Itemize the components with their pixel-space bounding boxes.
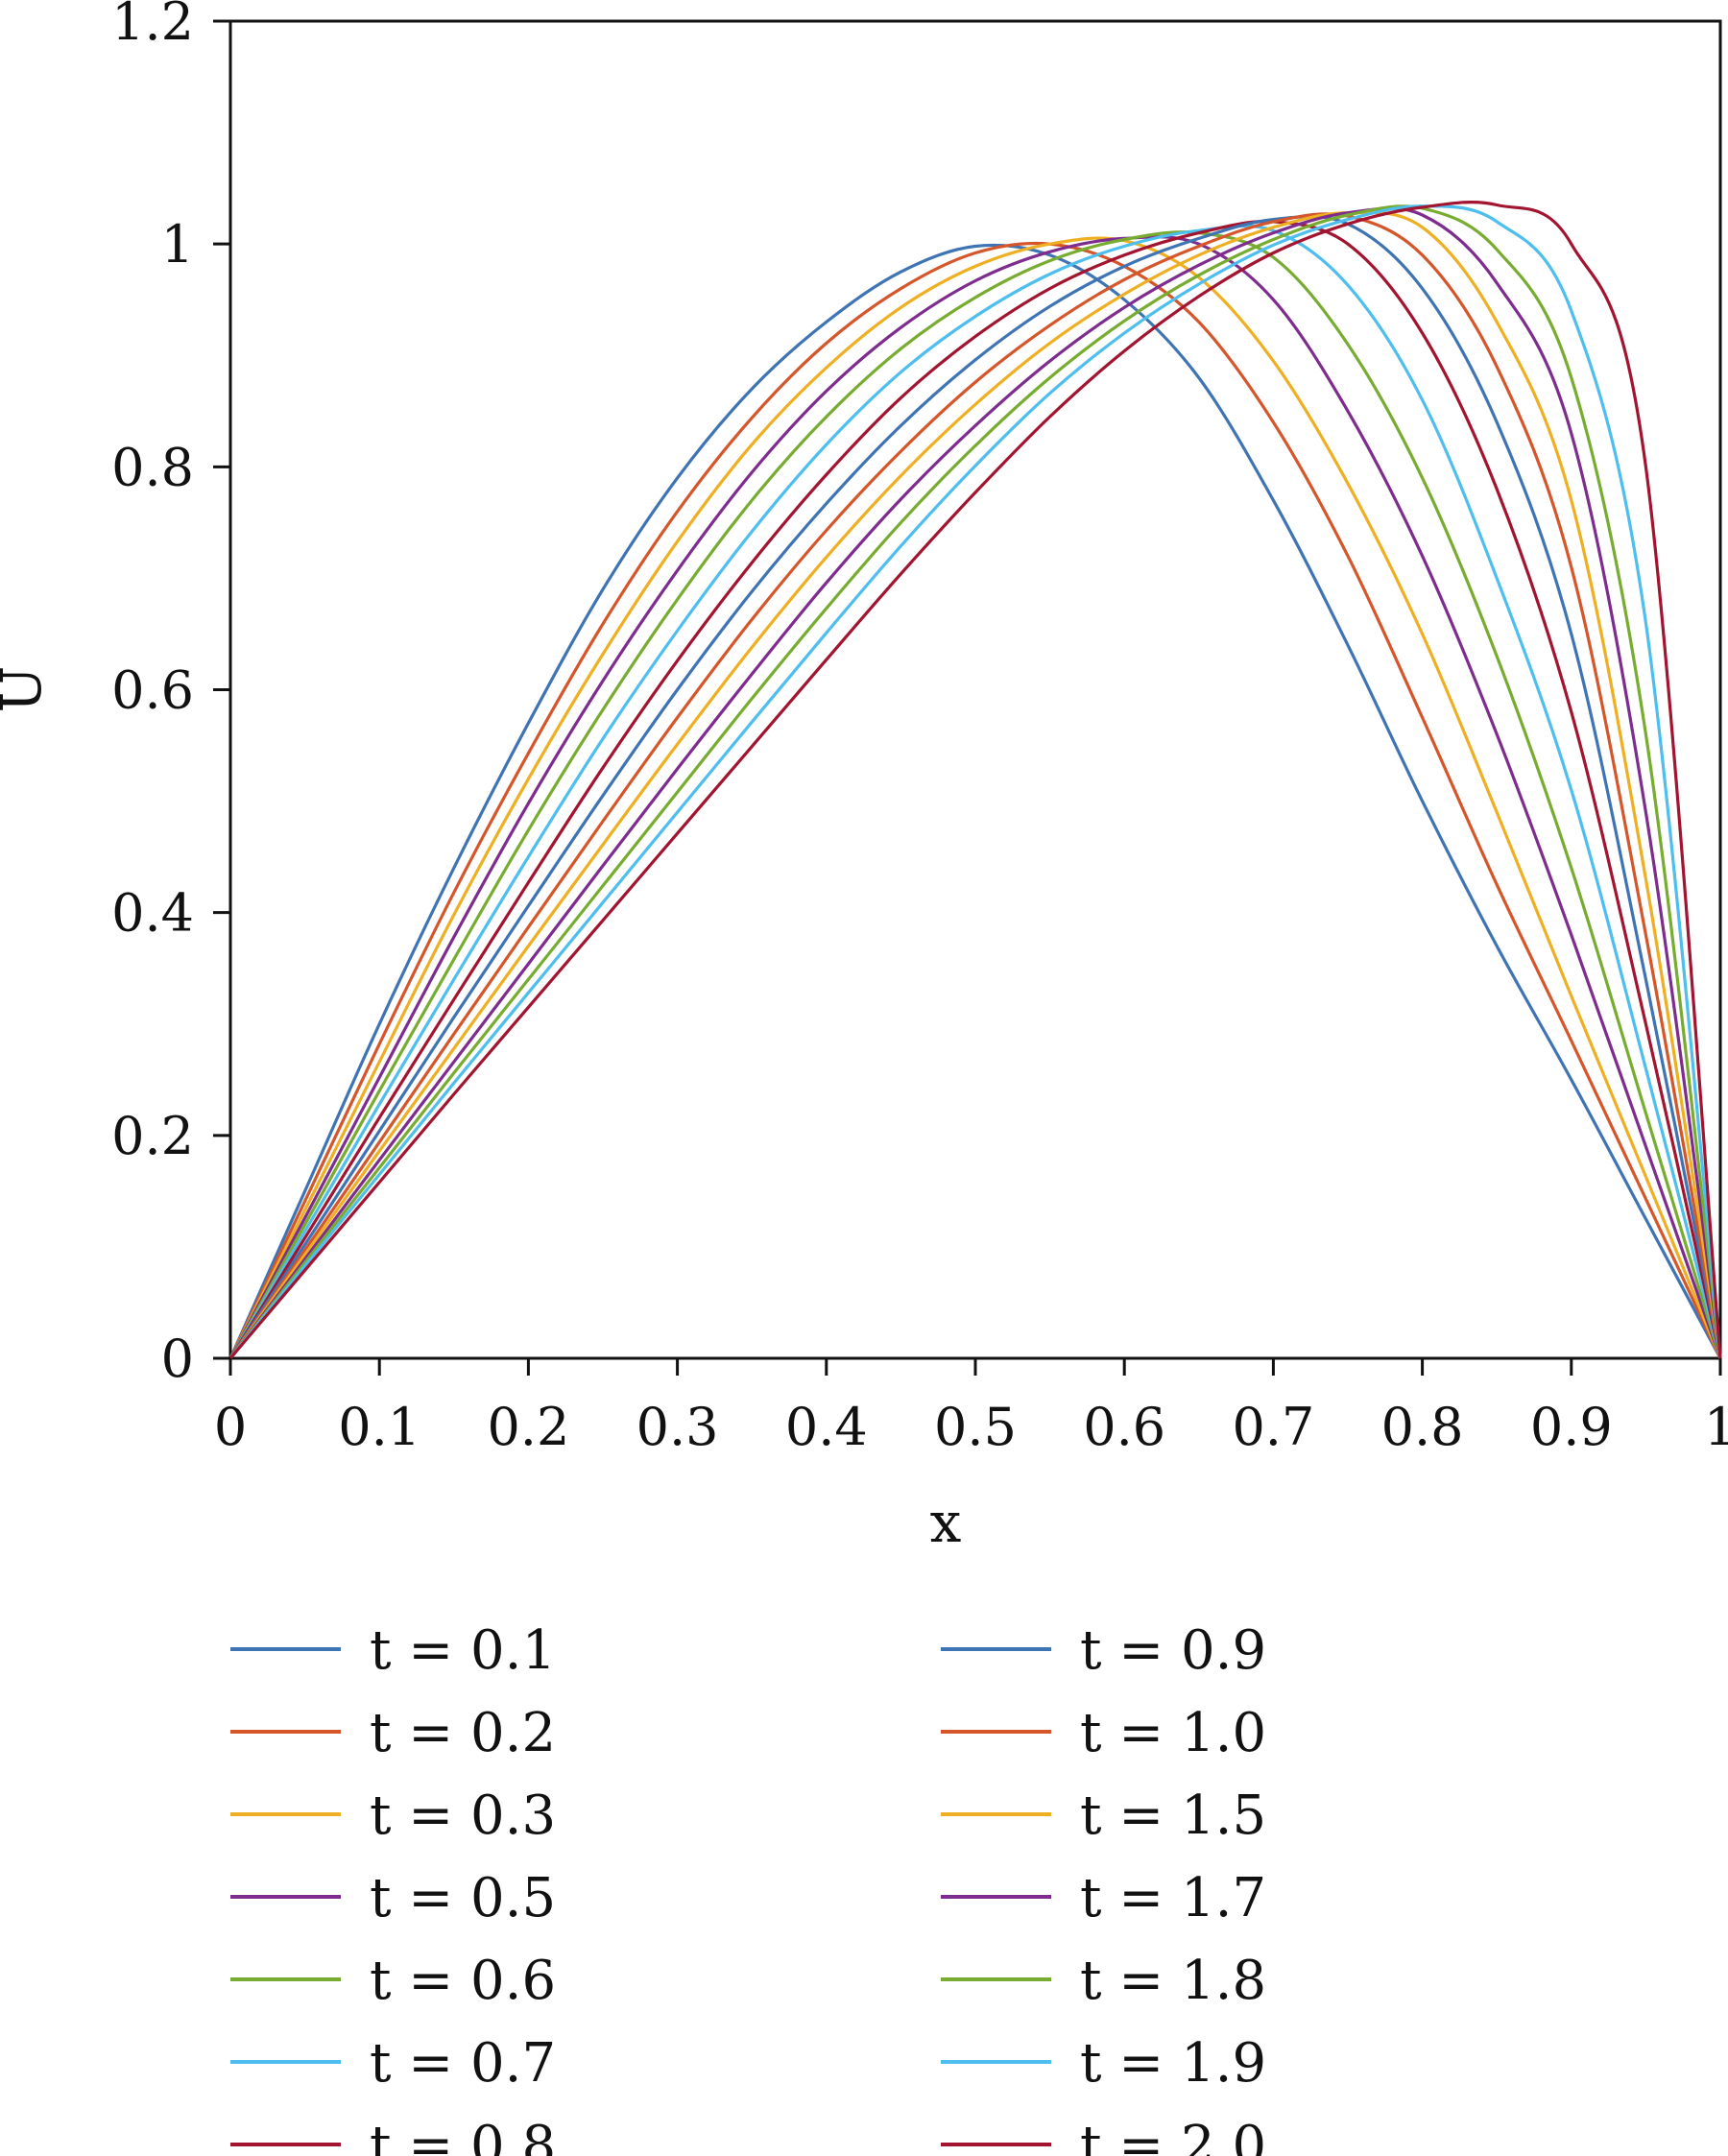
legend-label: t = 0.6 [370, 1950, 556, 2012]
series-line-11 [228, 206, 1722, 1359]
series-line-5 [228, 230, 1722, 1359]
series-line-9 [228, 212, 1722, 1359]
y-tick-label: 0.4 [111, 883, 194, 944]
x-tick-label: 0.2 [487, 1397, 569, 1457]
legend-label: t = 1.8 [1080, 1950, 1266, 2012]
x-tick-label: 0.8 [1381, 1397, 1464, 1457]
series-line-6 [228, 224, 1722, 1359]
series-line-14 [228, 200, 1722, 1360]
y-axis-title: U [0, 666, 54, 713]
legend-label: t = 0.2 [370, 1702, 556, 1764]
y-axis: 0 0.2 0.4 0.6 0.8 1 1.2 [111, 0, 230, 1389]
y-tick-label: 0.6 [111, 660, 194, 721]
series-line-13 [228, 204, 1722, 1360]
y-tick-label: 1 [161, 214, 194, 275]
x-tick-label: 1 [1704, 1397, 1728, 1457]
legend-label: t = 0.3 [370, 1785, 556, 1847]
series-line-7 [228, 220, 1722, 1359]
legend-label: t = 1.9 [1080, 2032, 1266, 2095]
series-line-12 [228, 204, 1722, 1359]
curves-group [228, 200, 1722, 1360]
legend-label: t = 0.7 [370, 2032, 556, 2095]
x-tick-label: 0 [214, 1397, 247, 1457]
y-tick-label: 1.2 [111, 0, 194, 52]
legend-label: t = 2.0 [1080, 2115, 1266, 2156]
x-tick-label: 0.5 [934, 1397, 1017, 1457]
series-line-8 [228, 214, 1722, 1359]
series-line-1 [228, 243, 1722, 1359]
y-tick-label: 0.8 [111, 437, 194, 497]
legend-label: t = 0.5 [370, 1867, 556, 1929]
legend-label: t = 1.7 [1080, 1867, 1266, 1929]
x-axis-title: x [930, 1490, 962, 1555]
x-tick-label: 0.3 [636, 1397, 719, 1457]
x-axis: 0 0.1 0.2 0.3 0.4 0.5 0.6 0.7 0.8 0.9 1 [214, 1358, 1728, 1457]
series-line-10 [228, 210, 1722, 1359]
x-tick-label: 0.9 [1530, 1397, 1613, 1457]
series-line-3 [228, 236, 1722, 1359]
legend-label: t = 0.9 [1080, 1619, 1266, 1682]
legend: t = 0.1 t = 0.2 t = 0.3 t = 0.5 t = 0.6 t = 0… [230, 1619, 1266, 2156]
legend-label: t = 1.0 [1080, 1702, 1266, 1764]
x-tick-label: 0.6 [1083, 1397, 1165, 1457]
x-tick-label: 0.7 [1232, 1397, 1314, 1457]
series-line-4 [228, 235, 1722, 1359]
x-tick-label: 0.4 [785, 1397, 868, 1457]
legend-label: t = 1.5 [1080, 1785, 1266, 1847]
series-line-2 [228, 241, 1722, 1359]
legend-label: t = 0.8 [370, 2115, 556, 2156]
y-tick-label: 0.2 [111, 1106, 194, 1166]
y-tick-label: 0 [161, 1329, 194, 1389]
legend-label: t = 0.1 [370, 1619, 556, 1682]
x-tick-label: 0.1 [338, 1397, 420, 1457]
